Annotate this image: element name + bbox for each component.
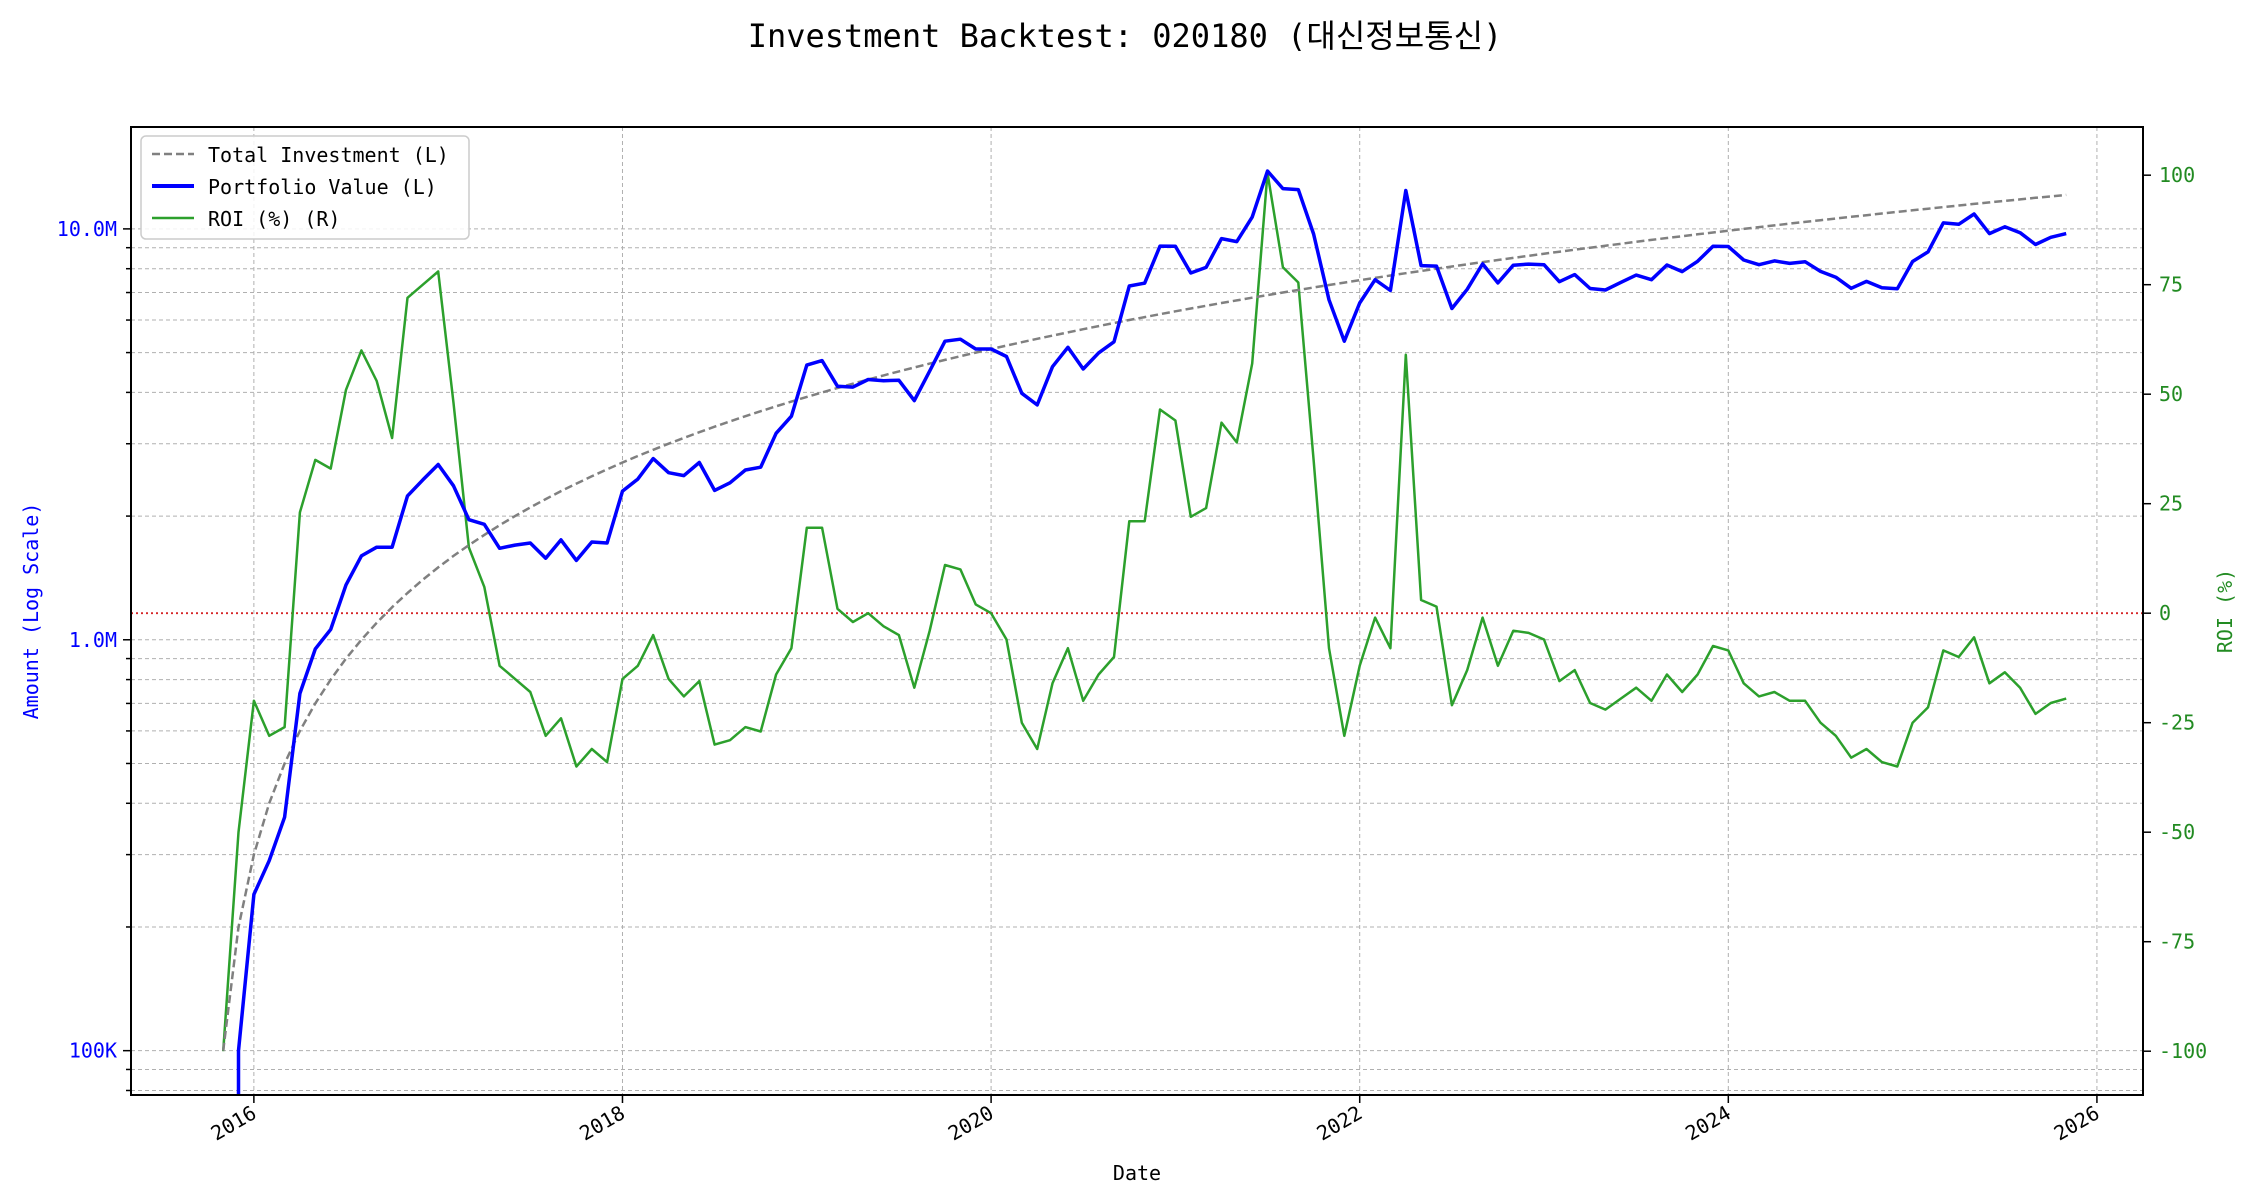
roi-line: [221, 171, 2067, 1052]
left-tick-label: 100K: [69, 1039, 117, 1063]
right-axis-label: ROI (%): [2213, 569, 2237, 653]
right-tick-label: 75: [2159, 273, 2183, 297]
x-axis-label: Date: [1113, 1161, 1161, 1185]
right-tick-label: 25: [2159, 492, 2183, 516]
total-investment-line: [221, 193, 2067, 1051]
right-tick-label: -50: [2159, 820, 2195, 844]
legend-roi-label: ROI (%) (R): [208, 207, 340, 231]
chart-title: Investment Backtest: 020180 (대신정보통신): [748, 17, 1503, 55]
legend-investment-label: Total Investment (L): [208, 143, 449, 167]
right-tick-label: 100: [2159, 163, 2195, 187]
right-tick-label: -75: [2159, 930, 2195, 954]
right-tick-label: -25: [2159, 711, 2195, 735]
left-axis-label: Amount (Log Scale): [19, 503, 43, 720]
right-tick-label: -100: [2159, 1039, 2207, 1063]
left-tick-label: 10.0M: [57, 217, 117, 241]
right-tick-label: 0: [2159, 601, 2171, 625]
grid-lines: [131, 127, 2143, 1095]
plot-frame: [130, 126, 2144, 1096]
portfolio-value-line: [236, 169, 2067, 1095]
legend-portfolio-label: Portfolio Value (L): [208, 175, 437, 199]
legend: Total Investment (L) Portfolio Value (L)…: [140, 135, 470, 240]
left-tick-label: 1.0M: [69, 628, 117, 652]
right-tick-label: 50: [2159, 382, 2183, 406]
legend-box: [140, 135, 470, 240]
series-lines: [221, 169, 2067, 1095]
